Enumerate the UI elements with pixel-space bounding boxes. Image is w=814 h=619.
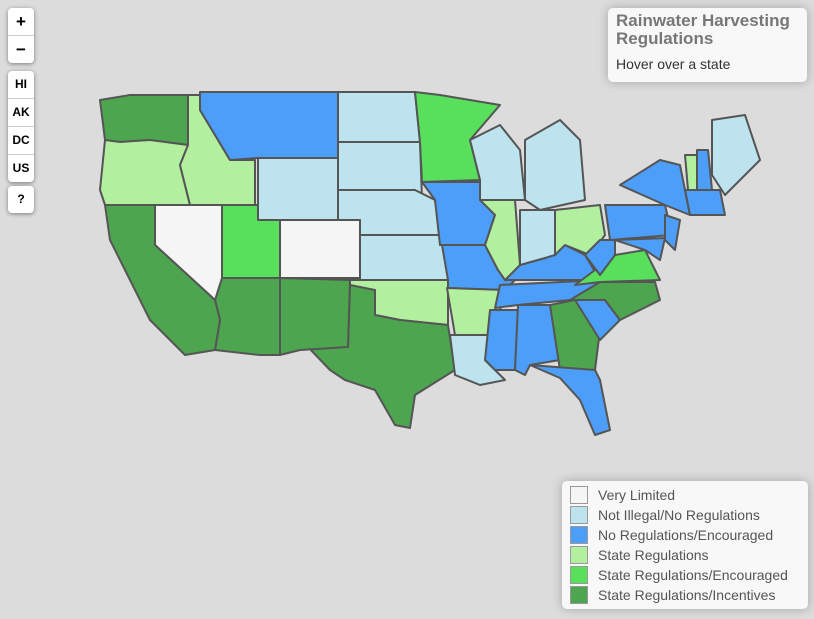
info-box: Rainwater Harvesting Regulations Hover o… xyxy=(608,8,807,82)
state[interactable] xyxy=(279,219,361,279)
legend-swatch xyxy=(570,586,588,604)
view-button[interactable]: DC xyxy=(8,127,34,155)
legend-label: State Regulations/Encouraged xyxy=(598,567,788,583)
legend-label: State Regulations xyxy=(598,547,709,563)
legend-item: State Regulations/Encouraged xyxy=(570,565,800,585)
legend-swatch xyxy=(570,486,588,504)
view-control: HI AK DC US xyxy=(8,71,34,182)
zoom-control: + − xyxy=(8,8,34,63)
info-title: Rainwater Harvesting Regulations xyxy=(616,11,790,48)
state[interactable] xyxy=(99,139,191,206)
info-hint: Hover over a state xyxy=(616,56,731,72)
legend-label: Not Illegal/No Regulations xyxy=(598,507,760,523)
view-button[interactable]: AK xyxy=(8,99,34,127)
state[interactable] xyxy=(604,204,673,241)
legend-item: State Regulations xyxy=(570,545,800,565)
state[interactable] xyxy=(257,157,339,221)
state[interactable] xyxy=(684,154,698,191)
view-button[interactable]: US xyxy=(12,161,30,175)
state[interactable] xyxy=(696,149,713,191)
state[interactable] xyxy=(214,277,281,356)
state[interactable] xyxy=(479,199,521,281)
state[interactable] xyxy=(711,114,761,196)
legend-item: Not Illegal/No Regulations xyxy=(570,505,800,525)
legend: Very Limited Not Illegal/No Regulations No… xyxy=(562,481,808,609)
state[interactable] xyxy=(359,234,449,281)
state[interactable] xyxy=(484,309,519,371)
state[interactable] xyxy=(524,119,586,211)
legend-swatch xyxy=(570,566,588,584)
legend-swatch xyxy=(570,506,588,524)
legend-swatch xyxy=(570,526,588,544)
state[interactable] xyxy=(664,214,681,251)
state[interactable] xyxy=(614,237,666,261)
state[interactable] xyxy=(529,364,611,436)
legend-label: No Regulations/Encouraged xyxy=(598,527,774,543)
legend-item: Very Limited xyxy=(570,485,800,505)
legend-swatch xyxy=(570,546,588,564)
state[interactable] xyxy=(104,204,221,356)
legend-label: Very Limited xyxy=(598,487,676,503)
state[interactable] xyxy=(99,94,189,146)
legend-label: State Regulations/Incentives xyxy=(598,587,776,603)
state[interactable] xyxy=(584,239,616,276)
help-control: ? xyxy=(8,186,34,213)
state[interactable] xyxy=(337,91,421,143)
help-button[interactable]: ? xyxy=(17,192,25,206)
legend-item: No Regulations/Encouraged xyxy=(570,525,800,545)
state[interactable] xyxy=(684,189,726,216)
state[interactable] xyxy=(279,277,351,356)
legend-item: State Regulations/Incentives xyxy=(570,585,800,605)
zoom-in[interactable]: + xyxy=(8,8,34,36)
zoom-out[interactable]: − xyxy=(16,40,26,59)
state[interactable] xyxy=(519,209,556,266)
view-button[interactable]: HI xyxy=(8,71,34,99)
